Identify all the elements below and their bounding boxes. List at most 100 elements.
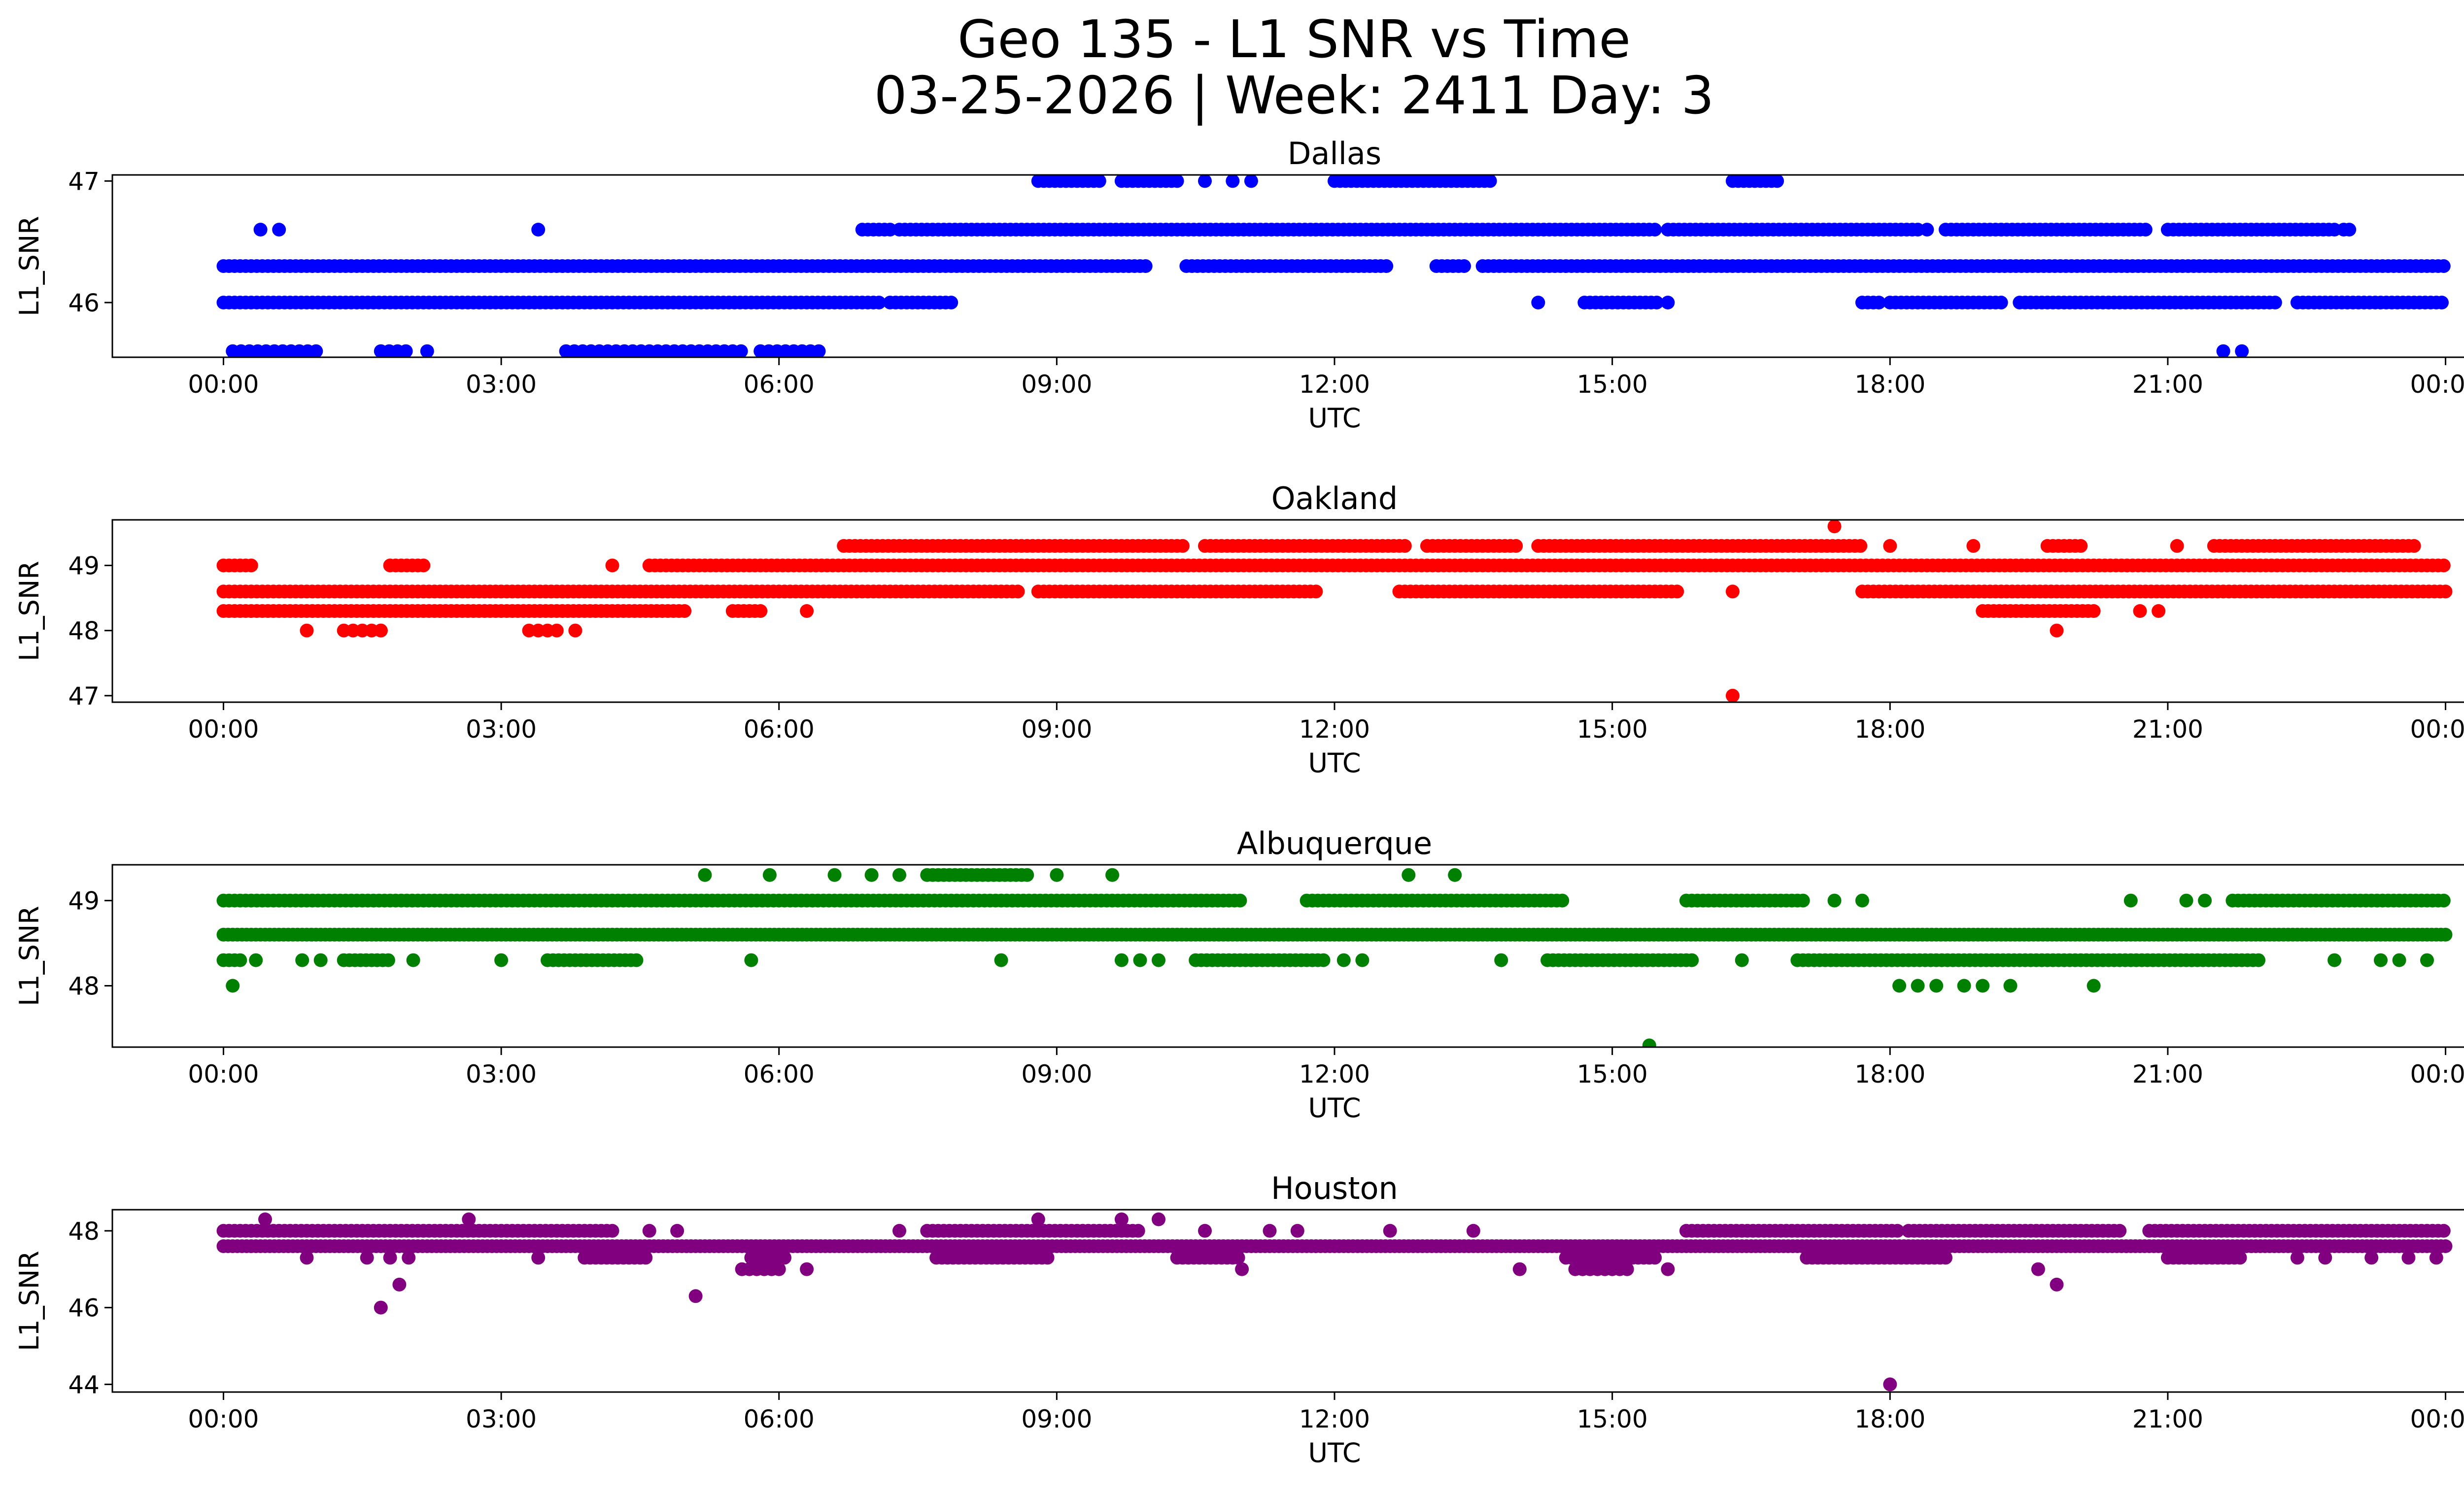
x-tick-label: 03:00 xyxy=(466,370,537,399)
data-point xyxy=(1226,175,1240,188)
data-point xyxy=(1114,953,1129,967)
data-point xyxy=(827,868,842,882)
data-point xyxy=(1620,1262,1634,1276)
x-tick-label: 03:00 xyxy=(466,1405,537,1433)
data-point xyxy=(1402,868,1416,882)
data-point xyxy=(1883,1377,1897,1392)
x-tick-label: 09:00 xyxy=(1021,1060,1092,1089)
y-axis-label: L1_SNR xyxy=(14,1251,45,1351)
data-point xyxy=(1855,893,1869,908)
data-point xyxy=(399,344,413,357)
data-point xyxy=(1725,688,1740,702)
data-point xyxy=(1661,1262,1675,1276)
data-point xyxy=(1466,1224,1480,1238)
panel-title: Houston xyxy=(1271,1170,1398,1206)
x-tick-label: 12:00 xyxy=(1299,1405,1370,1433)
data-point xyxy=(1231,1251,1245,1265)
x-tick-label: 00:00 xyxy=(188,370,259,399)
x-tick-label: 21:00 xyxy=(2132,1405,2203,1433)
y-tick-label: 49 xyxy=(68,887,100,916)
x-tick-label: 15:00 xyxy=(1577,370,1648,399)
x-tick-label: 06:00 xyxy=(744,1405,815,1433)
data-point xyxy=(1648,223,1662,237)
x-tick-label: 06:00 xyxy=(744,370,815,399)
data-point xyxy=(1670,584,1684,599)
data-point xyxy=(1379,259,1394,273)
data-point xyxy=(864,868,879,882)
data-point xyxy=(402,1251,416,1265)
data-point xyxy=(2216,344,2230,357)
data-point xyxy=(892,1224,906,1238)
data-point xyxy=(1448,868,1462,882)
data-point xyxy=(494,953,509,967)
data-point xyxy=(944,296,958,309)
data-point xyxy=(1133,953,1147,967)
data-points xyxy=(216,868,2453,1047)
x-tick-label: 18:00 xyxy=(1854,715,1925,744)
data-point xyxy=(406,953,420,967)
data-point xyxy=(374,1300,388,1315)
x-tick-label: 12:00 xyxy=(1299,370,1370,399)
data-point xyxy=(2438,1239,2453,1253)
data-point xyxy=(639,1251,653,1265)
panel-title: Oakland xyxy=(1271,480,1398,516)
data-point xyxy=(734,344,748,357)
data-point xyxy=(1152,953,1165,967)
data-point xyxy=(605,1224,619,1238)
data-point xyxy=(233,953,247,967)
chart-title-line2: 03-25-2026 | Week: 2411 Day: 3 xyxy=(874,66,1714,126)
y-tick-label: 49 xyxy=(68,552,100,580)
chart-title-line1: Geo 135 - L1 SNR vs Time xyxy=(958,9,1631,69)
data-point xyxy=(1649,296,1664,309)
data-point xyxy=(2087,604,2101,618)
data-point xyxy=(2420,953,2434,967)
data-point xyxy=(1483,175,1497,188)
data-point xyxy=(392,1277,407,1292)
panels-layer: Dallas 00:00 03:00 06:00 09:00 12:00 15:00 18:0… xyxy=(14,136,2464,1468)
x-axis-label: UTC xyxy=(1308,1092,1361,1123)
data-point xyxy=(2438,584,2453,599)
data-point xyxy=(744,953,758,967)
data-point xyxy=(1131,1224,1145,1238)
data-point xyxy=(420,344,434,357)
data-point xyxy=(2233,1251,2247,1265)
x-tick-label: 12:00 xyxy=(1299,1060,1370,1089)
data-point xyxy=(812,344,826,357)
data-point xyxy=(1336,953,1351,967)
data-point xyxy=(778,1251,791,1265)
data-point xyxy=(1457,259,1471,273)
data-point xyxy=(2003,979,2018,993)
data-point xyxy=(2392,953,2406,967)
y-tick-label: 44 xyxy=(68,1370,100,1399)
x-tick-label: 00:00 xyxy=(2410,1060,2464,1089)
data-point xyxy=(1685,953,1699,967)
data-point xyxy=(670,1224,684,1238)
data-point xyxy=(309,344,323,357)
data-point xyxy=(1170,175,1184,188)
x-tick-label: 15:00 xyxy=(1577,1405,1648,1433)
data-point xyxy=(1827,520,1842,534)
data-point xyxy=(2374,953,2388,967)
data-point xyxy=(2438,927,2453,942)
y-axis-label: L1_SNR xyxy=(14,906,45,1006)
data-point xyxy=(300,1251,314,1265)
x-axis-label: UTC xyxy=(1308,1437,1361,1468)
data-point xyxy=(1512,1262,1527,1276)
data-point xyxy=(1770,175,1784,188)
x-tick-label: 00:00 xyxy=(188,715,259,744)
data-point xyxy=(1355,953,1369,967)
data-point xyxy=(872,296,886,309)
data-point xyxy=(1920,223,1934,237)
data-point xyxy=(2138,223,2153,237)
data-point xyxy=(1263,1224,1277,1238)
data-point xyxy=(2407,539,2421,553)
data-point xyxy=(1050,868,1064,882)
data-point xyxy=(2435,296,2449,309)
y-tick-label: 46 xyxy=(68,1294,100,1323)
data-point xyxy=(2268,296,2282,309)
panel-dallas: Dallas 00:00 03:00 06:00 09:00 12:00 15:00 18:0… xyxy=(14,136,2464,434)
x-tick-label: 21:00 xyxy=(2132,715,2203,744)
x-tick-label: 00:00 xyxy=(2410,370,2464,399)
